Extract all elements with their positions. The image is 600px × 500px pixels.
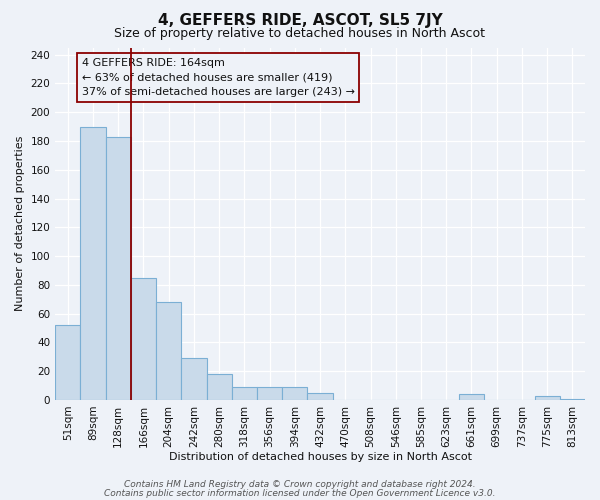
Text: Contains HM Land Registry data © Crown copyright and database right 2024.: Contains HM Land Registry data © Crown c… [124, 480, 476, 489]
Y-axis label: Number of detached properties: Number of detached properties [15, 136, 25, 312]
Bar [80, 126, 106, 400]
Bar [131, 278, 156, 400]
Bar [535, 396, 560, 400]
Bar [156, 302, 181, 400]
Text: Contains public sector information licensed under the Open Government Licence v3: Contains public sector information licen… [104, 489, 496, 498]
Text: 4 GEFFERS RIDE: 164sqm
← 63% of detached houses are smaller (419)
37% of semi-de: 4 GEFFERS RIDE: 164sqm ← 63% of detached… [82, 58, 355, 97]
Text: Size of property relative to detached houses in North Ascot: Size of property relative to detached ho… [115, 28, 485, 40]
Bar [206, 374, 232, 400]
Bar [106, 136, 131, 400]
Bar [560, 398, 585, 400]
Bar [55, 325, 80, 400]
Bar [459, 394, 484, 400]
Text: 4, GEFFERS RIDE, ASCOT, SL5 7JY: 4, GEFFERS RIDE, ASCOT, SL5 7JY [158, 12, 442, 28]
X-axis label: Distribution of detached houses by size in North Ascot: Distribution of detached houses by size … [169, 452, 472, 462]
Bar [307, 393, 332, 400]
Bar [181, 358, 206, 400]
Bar [257, 387, 282, 400]
Bar [232, 387, 257, 400]
Bar [282, 387, 307, 400]
